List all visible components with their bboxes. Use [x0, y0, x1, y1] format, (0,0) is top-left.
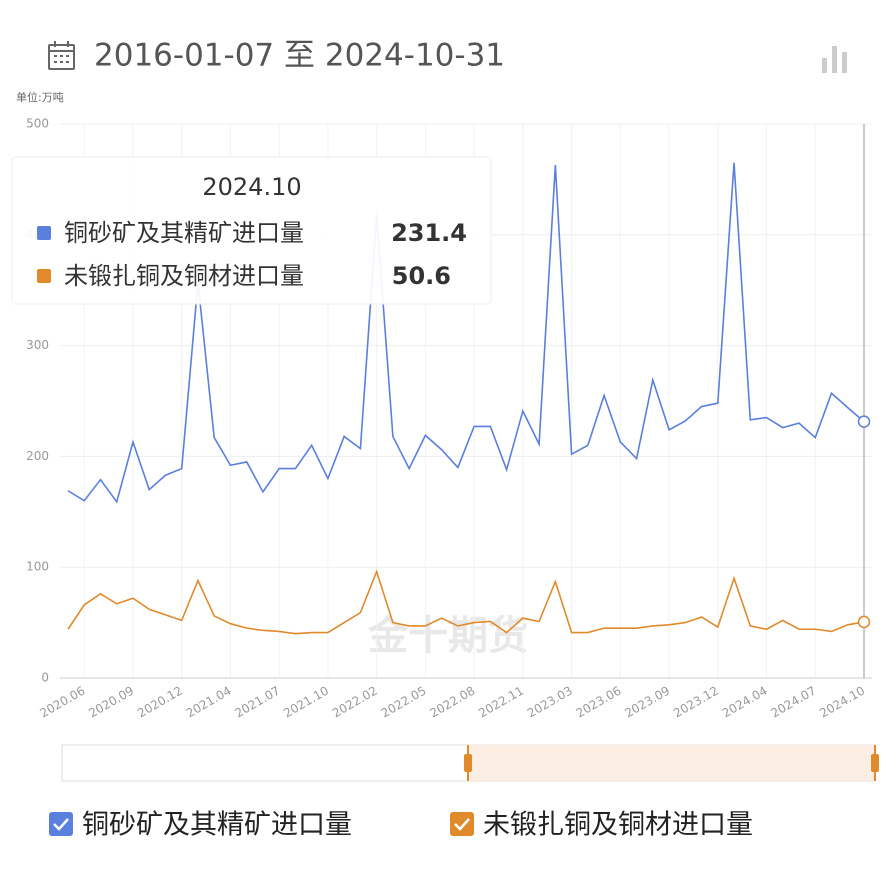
date-range: 2016-01-07 至 2024-10-31 [94, 38, 505, 74]
x-tick-label: 2023.12 [671, 684, 721, 721]
tooltip-swatch [37, 226, 51, 240]
x-tick-label: 2020.12 [135, 684, 185, 721]
legend-checkbox[interactable] [450, 812, 474, 836]
x-tick-label: 2022.11 [476, 684, 526, 721]
series-line [67, 162, 865, 504]
legend-label[interactable]: 铜砂矿及其精矿进口量 [82, 810, 352, 841]
x-tick-label: 2021.07 [232, 684, 282, 721]
x-tick-label: 2022.05 [379, 684, 429, 721]
x-tick-label: 2024.10 [817, 684, 867, 721]
y-tick-label: 100 [26, 560, 49, 574]
tooltip: 2024.10 铜砂矿及其精矿进口量 231.4 未锻扎铜及铜材进口量 50.6 [11, 156, 492, 305]
tooltip-box [11, 156, 492, 305]
legend: 铜砂矿及其精矿进口量 未锻扎铜及铜材进口量 [49, 810, 753, 841]
tooltip-value: 50.6 [392, 262, 451, 290]
tooltip-title: 2024.10 [202, 173, 301, 201]
unit-label: 单位:万吨 [16, 90, 64, 104]
tooltip-name: 未锻扎铜及铜材进口量 [64, 262, 304, 290]
x-tick-label: 2020.06 [38, 684, 88, 721]
y-tick-label: 0 [41, 671, 49, 685]
zoom-window[interactable] [468, 745, 875, 781]
tooltip-swatch [37, 269, 51, 283]
x-tick-label: 2022.08 [427, 684, 477, 721]
x-tick-label: 2021.04 [184, 684, 234, 721]
data-zoom[interactable] [61, 744, 879, 782]
y-tick-label: 300 [26, 338, 49, 352]
x-tick-label: 2020.09 [86, 684, 136, 721]
x-tick-label: 2024.04 [720, 684, 770, 721]
point-marker [857, 415, 871, 428]
y-tick-label: 200 [26, 449, 49, 463]
x-tick-label: 2021.10 [281, 684, 331, 721]
x-tick-label: 2023.03 [525, 684, 575, 721]
tooltip-value: 231.4 [391, 219, 467, 247]
series-line [67, 569, 865, 635]
watermark: 金十期货 [367, 613, 528, 659]
calendar-icon [48, 41, 75, 70]
legend-label[interactable]: 未锻扎铜及铜材进口量 [483, 810, 753, 841]
chart-type-icon[interactable] [822, 46, 847, 73]
x-tick-label: 2024.07 [769, 684, 819, 721]
x-tick-label: 2022.02 [330, 684, 380, 721]
zoom-handle[interactable] [871, 754, 879, 772]
x-tick-label: 2023.09 [622, 684, 672, 721]
x-tick-label: 2023.06 [574, 684, 624, 721]
y-tick-label: 500 [26, 117, 49, 131]
point-marker [857, 615, 871, 629]
zoom-handle[interactable] [464, 754, 472, 772]
tooltip-name: 铜砂矿及其精矿进口量 [64, 219, 304, 247]
legend-checkbox[interactable] [49, 812, 73, 836]
